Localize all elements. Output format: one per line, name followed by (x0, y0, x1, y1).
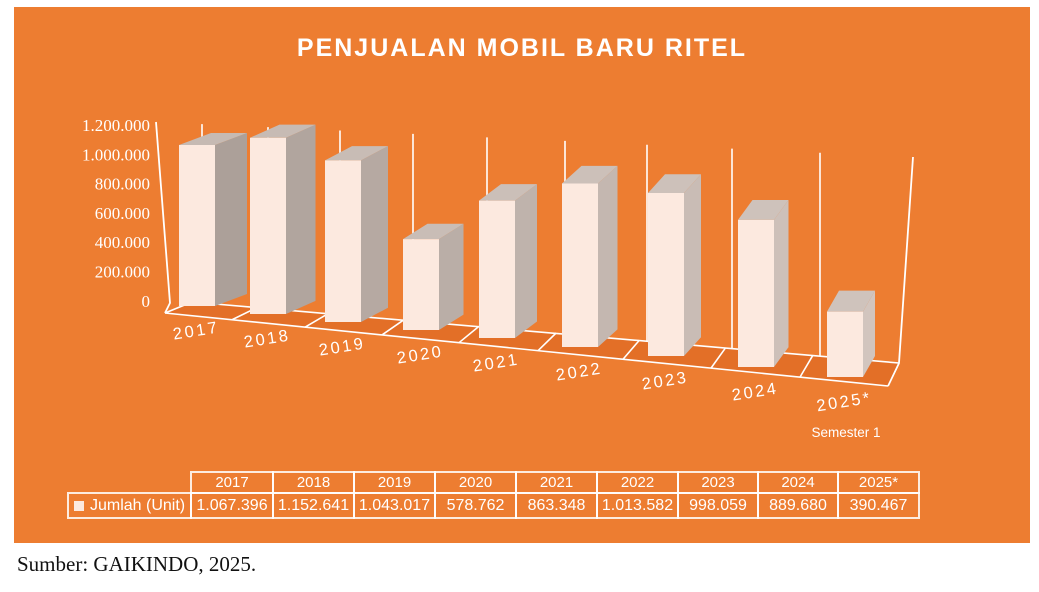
table-value-2023: 998.059 (677, 492, 759, 519)
table-header-2020: 2020 (434, 471, 517, 494)
table-value-2024: 889.680 (757, 492, 839, 519)
table-value-2017: 1.067.396 (190, 492, 274, 519)
table-header-2019: 2019 (353, 471, 436, 494)
table-header-2025*: 2025* (837, 471, 920, 494)
table-header-2023: 2023 (677, 471, 759, 494)
table-header-2018: 2018 (272, 471, 355, 494)
table-header-2021: 2021 (515, 471, 598, 494)
source-note: Sumber: GAIKINDO, 2025. (17, 552, 257, 576)
table-row-label: Jumlah (Unit) (67, 492, 192, 519)
table-value-2020: 578.762 (434, 492, 517, 519)
table-value-2019: 1.043.017 (353, 492, 436, 519)
chart-title: PENJUALAN MOBIL BARU RITEL (296, 34, 748, 62)
table-value-2022: 1.013.582 (596, 492, 679, 519)
table-value-2018: 1.152.641 (272, 492, 355, 519)
chart-panel: PENJUALAN MOBIL BARU RITEL (14, 7, 1030, 543)
table-value-2021: 863.348 (515, 492, 598, 519)
table-header-2024: 2024 (757, 471, 839, 494)
table-header-2022: 2022 (596, 471, 679, 494)
table-header-2017: 2017 (190, 471, 274, 494)
legend-series-name: Jumlah (Unit) (90, 496, 186, 514)
legend-marker (74, 500, 84, 511)
table-value-2025*: 390.467 (837, 492, 920, 519)
